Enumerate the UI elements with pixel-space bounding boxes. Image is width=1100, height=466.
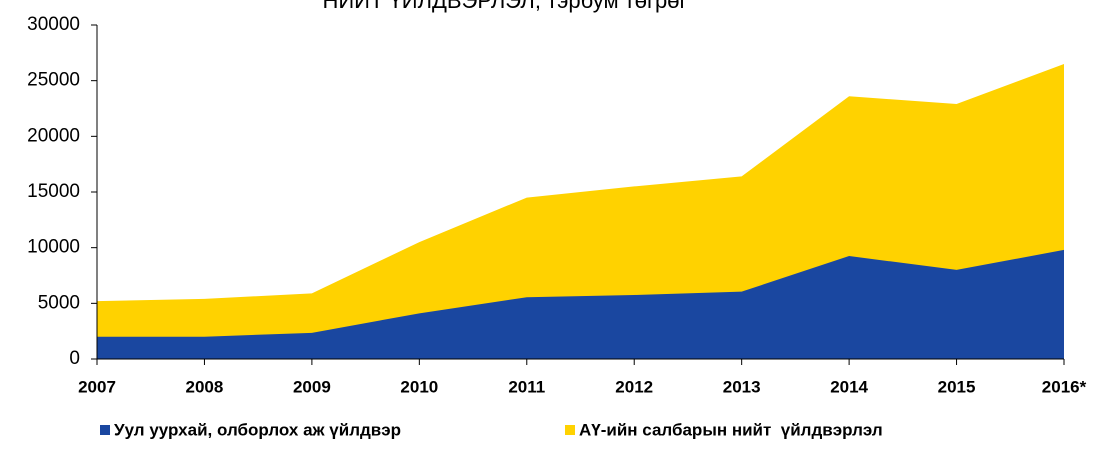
chart-title: НИЙТ ҮЙЛДВЭРЛЭЛ, тэрбум төгрөг xyxy=(322,0,687,13)
x-tick-label: 2016* xyxy=(1042,377,1087,396)
area xyxy=(97,249,1064,359)
legend-label: АҮ-ийн салбарын нийт үйлдвэрлэл xyxy=(579,420,883,439)
y-tick-label: 10000 xyxy=(27,237,80,258)
x-tick-label: 2015 xyxy=(938,377,976,396)
y-tick-label: 25000 xyxy=(27,70,80,91)
x-tick-label: 2009 xyxy=(293,377,331,396)
x-tick-label: 2011 xyxy=(508,377,545,396)
x-tick-label: 2007 xyxy=(78,377,116,396)
legend-swatch xyxy=(565,425,575,435)
y-tick-label: 20000 xyxy=(27,125,80,146)
x-tick-label: 2010 xyxy=(400,377,438,396)
x-tick-label: 2008 xyxy=(186,377,224,396)
y-tick-label: 30000 xyxy=(27,14,80,35)
legend-swatch xyxy=(100,425,110,435)
y-tick-label: 15000 xyxy=(27,181,80,202)
x-tick-label: 2013 xyxy=(723,377,761,396)
x-tick-label: 2014 xyxy=(830,377,868,396)
x-tick-label: 2012 xyxy=(615,377,653,396)
y-tick-label: 5000 xyxy=(38,292,80,313)
legend-label: Уул уурхай, олборлох аж үйлдвэр xyxy=(114,420,401,439)
y-tick-label: 0 xyxy=(69,348,80,369)
